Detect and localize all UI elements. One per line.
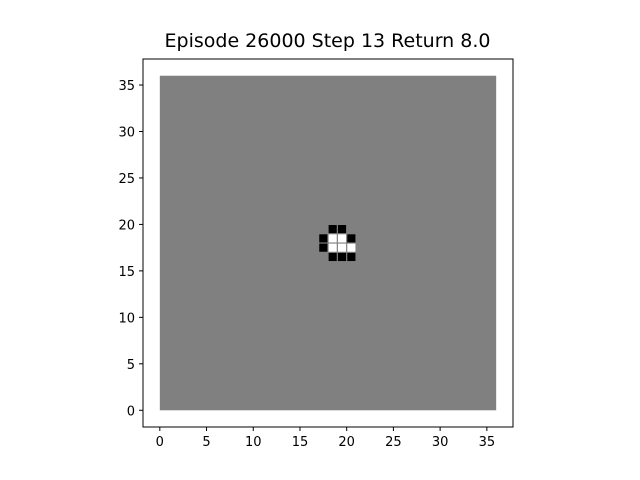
- plot-title: Episode 26000 Step 13 Return 8.0: [164, 30, 491, 52]
- board-cell-black: [319, 234, 328, 243]
- board-cell-black: [337, 252, 347, 262]
- x-tick-label: 25: [385, 435, 402, 450]
- x-tick-label: 15: [292, 435, 309, 450]
- board-cell-black: [328, 225, 337, 234]
- board-cell-white: [328, 243, 337, 252]
- y-tick-label: 20: [118, 218, 135, 233]
- x-tick-label: 35: [479, 435, 496, 450]
- y-tick-label: 15: [118, 265, 135, 280]
- board-cell-white: [337, 243, 347, 252]
- x-tick-label: 30: [432, 435, 449, 450]
- board-cell-black: [319, 243, 328, 252]
- board-cell-black: [347, 234, 356, 243]
- y-tick-label: 25: [118, 172, 135, 187]
- board-cells: [319, 225, 356, 262]
- board-cell-white: [328, 234, 337, 243]
- x-axis-ticks: 0 5 10 15 20 25 30 35: [156, 427, 495, 450]
- board-cell-white: [347, 243, 356, 252]
- y-tick-label: 30: [118, 125, 135, 140]
- board-cell-black: [347, 252, 356, 262]
- y-tick-label: 10: [118, 311, 135, 326]
- y-tick-label: 0: [127, 404, 135, 419]
- x-tick-label: 10: [245, 435, 262, 450]
- y-tick-label: 35: [118, 79, 135, 94]
- board-cell-white: [337, 234, 347, 243]
- board-cell-black: [328, 252, 337, 262]
- x-tick-label: 5: [202, 435, 210, 450]
- board-background: [159, 75, 497, 411]
- y-axis-ticks: 0 5 10 15 20 25 30 35: [118, 79, 143, 419]
- x-tick-label: 0: [156, 435, 164, 450]
- board-cell-black: [337, 225, 347, 234]
- y-tick-label: 5: [127, 358, 135, 373]
- x-tick-label: 20: [338, 435, 355, 450]
